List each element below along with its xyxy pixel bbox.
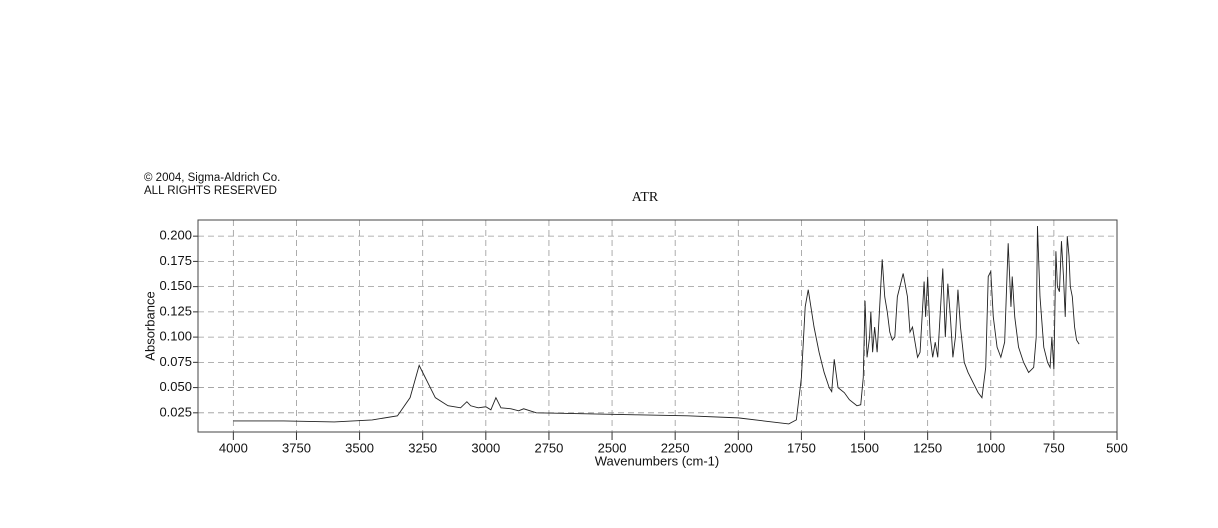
y-tick-label: 0.075 [159,354,192,369]
y-tick-label: 0.100 [159,329,192,344]
x-axis-label: Wavenumbers (cm-1) [595,453,719,468]
x-tick-label: 3750 [282,440,311,455]
plot-frame [197,219,1118,433]
x-tick-label: 3500 [345,440,374,455]
x-tick-label: 2750 [534,440,563,455]
x-tick-label: 1750 [787,440,816,455]
y-tick-label: 0.150 [159,278,192,293]
x-tick-label: 1250 [913,440,942,455]
y-tick-label: 0.050 [159,379,192,394]
x-tick-label: 750 [1043,440,1065,455]
x-tick-label: 500 [1106,440,1128,455]
copyright: © 2004, Sigma-Aldrich Co. [144,172,280,184]
rights: ALL RIGHTS RESERVED [144,185,277,197]
chart-title: ATR [632,190,659,205]
y-tick-label: 0.175 [159,253,192,268]
x-tick-label: 4000 [219,440,248,455]
y-axis-label: Absorbance [142,291,157,360]
x-tick-label: 3250 [408,440,437,455]
x-tick-label: 2250 [661,440,690,455]
x-tick-label: 1000 [976,440,1005,455]
y-tick-label: 0.125 [159,303,192,318]
x-tick-label: 3000 [471,440,500,455]
y-tick-label: 0.200 [159,228,192,243]
x-tick-label: 1500 [850,440,879,455]
x-tick-label: 2000 [724,440,753,455]
x-tick-label: 2500 [598,440,627,455]
y-tick-label: 0.025 [159,404,192,419]
spectrum-line [233,226,1080,425]
